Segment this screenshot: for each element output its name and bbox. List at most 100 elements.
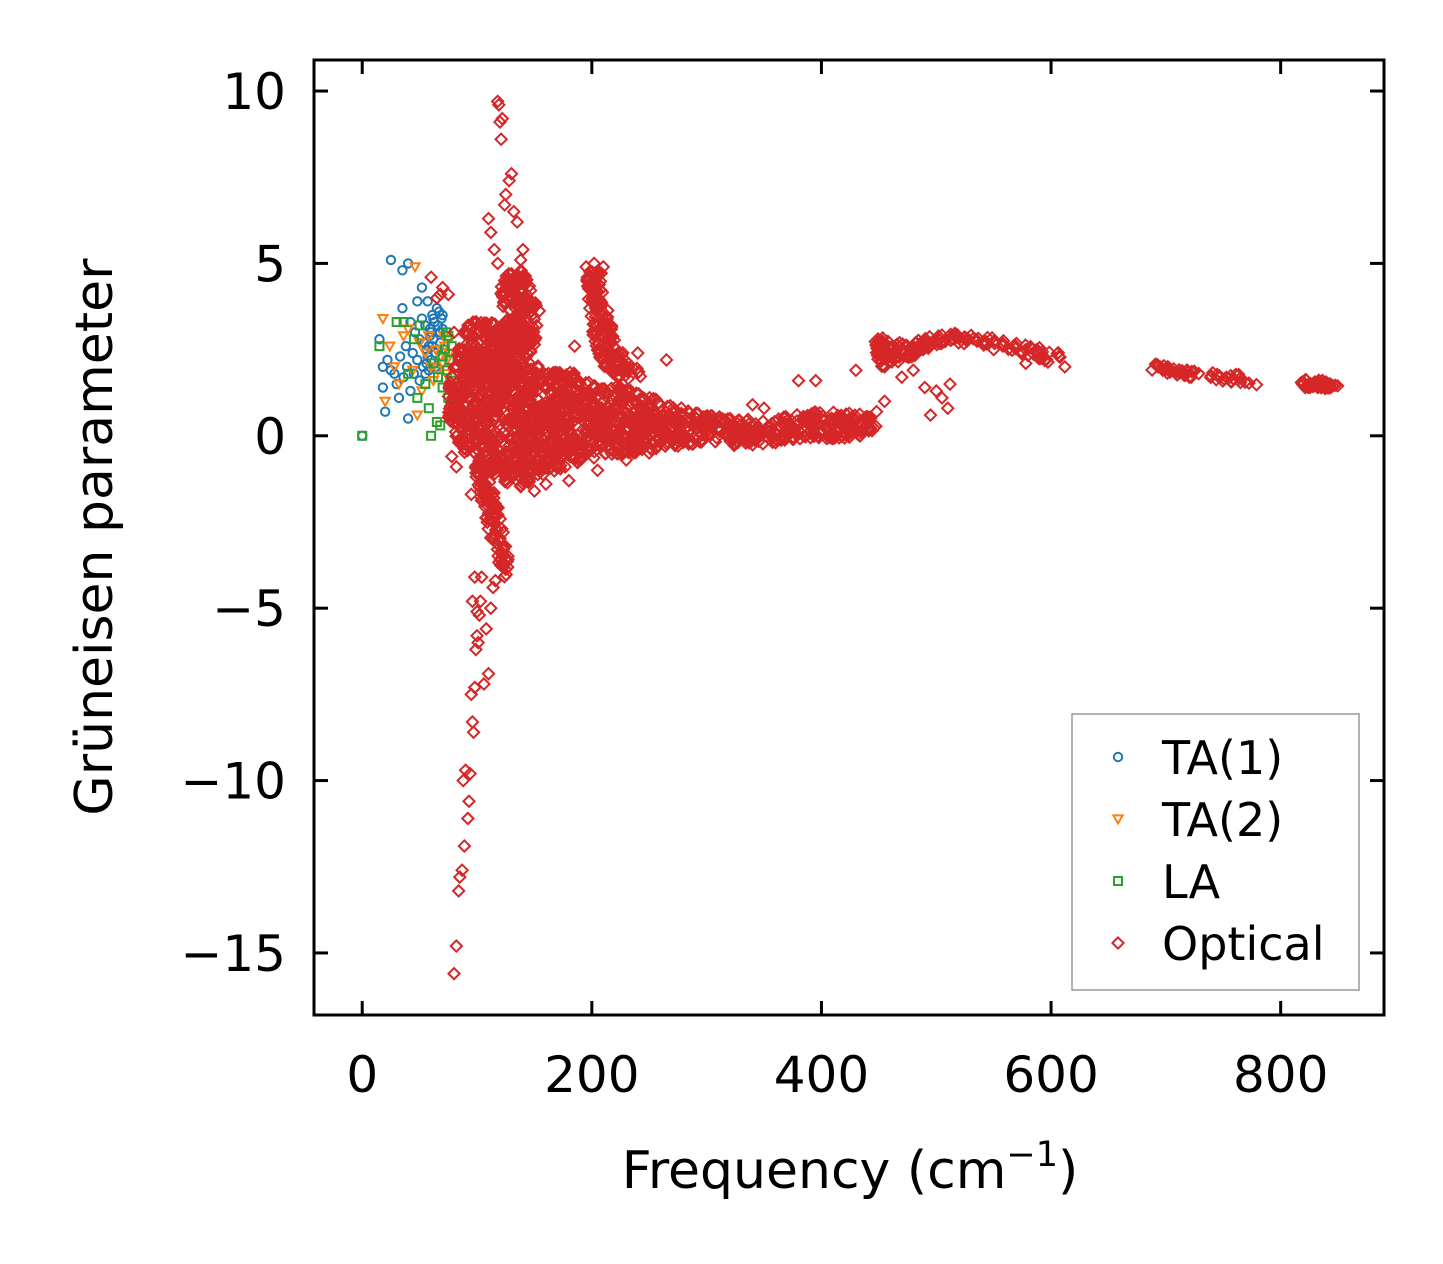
data-point xyxy=(516,377,531,392)
data-point xyxy=(594,296,609,311)
data-point xyxy=(497,474,512,489)
legend-label: LA xyxy=(1162,855,1221,909)
data-point xyxy=(470,628,485,643)
data-point xyxy=(543,436,558,451)
data-point xyxy=(708,434,723,449)
data-point xyxy=(357,430,368,441)
data-point xyxy=(1238,375,1253,390)
data-point xyxy=(510,215,525,230)
data-point xyxy=(493,355,508,370)
data-point xyxy=(621,383,636,398)
data-point xyxy=(669,412,684,427)
data-point xyxy=(467,570,482,585)
data-point xyxy=(561,390,576,405)
data-point xyxy=(447,966,462,981)
data-point xyxy=(699,425,714,440)
data-point xyxy=(561,473,576,488)
data-point xyxy=(798,429,813,444)
data-point xyxy=(420,379,431,390)
data-point xyxy=(1007,337,1022,352)
data-point xyxy=(601,330,616,345)
data-point xyxy=(1018,356,1033,371)
data-point xyxy=(481,211,496,226)
data-point xyxy=(536,433,551,448)
data-point xyxy=(929,383,944,398)
data-point xyxy=(419,348,432,360)
data-point xyxy=(609,446,624,461)
data-point xyxy=(602,409,617,424)
data-point xyxy=(1249,377,1264,392)
data-point xyxy=(472,608,487,623)
data-point xyxy=(518,294,533,309)
data-point xyxy=(556,436,571,451)
data-point xyxy=(842,429,857,444)
data-point xyxy=(654,419,669,434)
data-point xyxy=(466,445,481,460)
legend-item: Optical xyxy=(1110,917,1324,971)
data-point xyxy=(941,329,956,344)
legend-marker xyxy=(1112,751,1124,763)
data-point xyxy=(524,414,539,429)
data-point xyxy=(1031,350,1046,365)
data-point xyxy=(745,397,760,412)
data-point xyxy=(845,426,860,441)
data-point xyxy=(832,423,847,438)
data-point xyxy=(545,423,561,438)
data-point xyxy=(432,372,443,383)
data-point xyxy=(1223,368,1238,383)
data-point xyxy=(514,276,529,291)
data-point xyxy=(374,341,385,352)
data-point xyxy=(500,554,515,569)
data-point xyxy=(397,265,408,276)
data-point xyxy=(980,330,995,345)
data-point xyxy=(585,291,600,306)
data-point xyxy=(604,320,619,335)
data-point xyxy=(545,366,560,381)
data-point xyxy=(1204,369,1219,384)
data-point xyxy=(465,401,480,416)
data-point xyxy=(479,486,494,501)
data-point xyxy=(651,432,666,447)
data-point xyxy=(621,445,636,460)
data-point xyxy=(471,477,486,493)
data-point xyxy=(471,365,486,380)
data-point xyxy=(414,320,425,331)
data-point xyxy=(609,348,624,364)
data-point xyxy=(433,287,448,302)
data-point xyxy=(877,394,892,409)
data-point xyxy=(950,329,965,344)
x-tick-label: 200 xyxy=(544,1046,639,1104)
data-point xyxy=(466,418,481,433)
legend-label: TA(1) xyxy=(1161,731,1283,785)
data-point xyxy=(494,331,509,346)
data-point xyxy=(485,464,500,479)
data-point xyxy=(487,393,502,408)
data-point xyxy=(388,362,401,374)
data-point xyxy=(639,411,654,426)
data-point xyxy=(590,401,605,416)
data-point xyxy=(495,540,510,555)
data-point xyxy=(377,382,389,393)
data-point xyxy=(460,811,475,826)
data-point xyxy=(497,197,512,212)
data-point xyxy=(499,376,514,391)
data-point xyxy=(1172,365,1187,380)
data-point xyxy=(457,327,472,342)
data-point xyxy=(657,423,672,438)
data-point xyxy=(787,430,802,445)
data-point xyxy=(917,380,932,395)
data-point xyxy=(690,406,705,421)
data-point xyxy=(441,327,452,338)
data-point xyxy=(479,418,494,433)
x-tick-label: 400 xyxy=(774,1046,869,1104)
data-point xyxy=(502,392,518,407)
data-point xyxy=(1163,365,1178,380)
data-point xyxy=(931,329,946,344)
data-point xyxy=(641,399,656,414)
data-point xyxy=(807,406,822,421)
data-point xyxy=(492,115,508,130)
data-point xyxy=(392,379,406,391)
data-point xyxy=(470,604,485,619)
data-point xyxy=(582,403,597,418)
data-point xyxy=(488,573,503,588)
